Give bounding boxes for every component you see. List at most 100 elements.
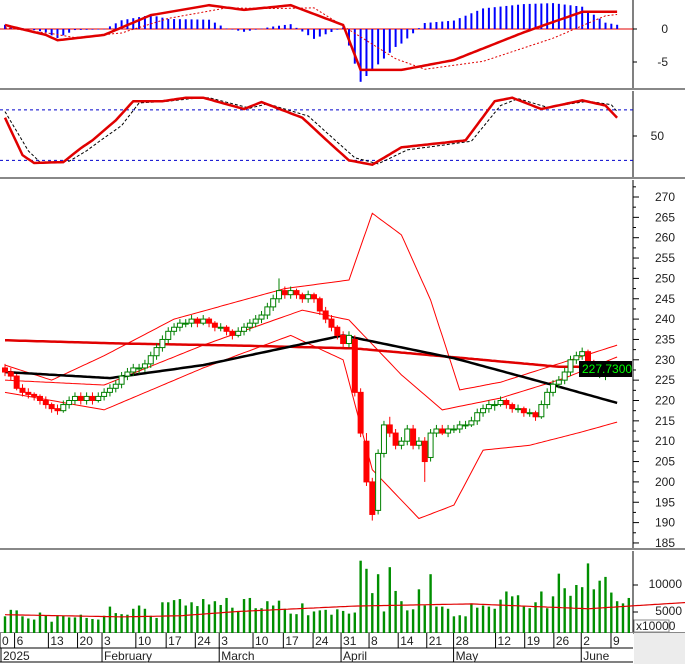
candle-body <box>544 391 551 406</box>
volume-bar <box>353 612 356 633</box>
price-panel: 185 190 195 200 205 210 215 220 225 230 235 240 245 2… <box>0 180 685 550</box>
candle-body <box>246 322 253 328</box>
candle <box>456 420 463 434</box>
candle <box>54 404 61 415</box>
candle-body <box>2 367 8 373</box>
candle-body <box>66 400 73 406</box>
candle <box>264 302 271 320</box>
candle <box>194 317 201 328</box>
volume-bar <box>21 616 24 633</box>
candle-body <box>124 371 131 377</box>
volume-bar <box>91 619 94 633</box>
candle <box>2 363 8 377</box>
candle-body <box>136 367 143 370</box>
candle <box>89 392 96 405</box>
candle-body <box>31 393 38 397</box>
volume-bar <box>15 610 18 633</box>
macd-panel: 0 -5 <box>0 0 685 90</box>
volume-bar <box>9 609 13 633</box>
last-price-text: 227.7300 <box>582 362 632 376</box>
candle <box>293 288 300 299</box>
volume-bar <box>522 606 526 633</box>
volume-bar <box>423 605 426 633</box>
volume-bar <box>3 616 7 633</box>
volume-bar <box>242 599 246 633</box>
candle-body <box>48 404 55 410</box>
volume-unit-box <box>633 619 670 633</box>
volume-bar <box>295 614 298 633</box>
candle <box>136 363 143 375</box>
price-tick-label: 240 <box>655 312 675 326</box>
volume-bar <box>470 603 473 633</box>
candle-body <box>520 408 527 414</box>
volume-bar <box>213 601 217 633</box>
candle-body <box>281 290 288 296</box>
candle <box>276 278 283 303</box>
volume-bar <box>505 591 508 633</box>
volume-bar <box>260 608 263 633</box>
candle <box>497 396 504 407</box>
month-label: March <box>221 649 254 663</box>
candle <box>369 477 376 521</box>
volume-bar <box>545 608 549 633</box>
candle-body <box>538 404 545 418</box>
price-tick-label: 190 <box>655 516 675 530</box>
volume-unit-label: x10000 <box>636 619 676 633</box>
date-tick-label: 13 <box>50 634 64 648</box>
candle-body <box>404 428 411 442</box>
candle <box>188 315 195 328</box>
candle <box>509 402 516 413</box>
volume-bar <box>73 617 77 633</box>
volume-bar <box>429 574 432 633</box>
date-tick-label: 10 <box>138 634 152 648</box>
price-tick-label: 250 <box>655 271 675 285</box>
bollinger-lower-band <box>4 334 618 520</box>
volume-bar <box>586 563 590 633</box>
candle <box>281 286 288 299</box>
volume-bar <box>499 599 502 633</box>
volume-bar <box>324 609 327 633</box>
price-tick-label: 255 <box>655 251 675 265</box>
candle-body <box>7 371 14 377</box>
candle <box>433 424 440 438</box>
candle <box>480 404 487 417</box>
date-tick-label: 9 <box>613 634 620 648</box>
volume-bar <box>481 605 485 633</box>
candle-body <box>235 330 242 336</box>
volume-bar <box>225 597 228 633</box>
stochastic-tick-label: 50 <box>651 129 665 143</box>
date-tick-label: 17 <box>285 634 299 648</box>
candle <box>229 329 236 340</box>
candle <box>427 428 434 462</box>
candle <box>310 292 317 303</box>
volume-bar <box>271 605 275 633</box>
date-tick-label: 31 <box>343 634 357 648</box>
candle-body <box>77 395 84 401</box>
candle-body <box>386 424 393 434</box>
candle <box>392 428 399 450</box>
candle <box>421 437 428 482</box>
candle <box>83 392 90 405</box>
volume-bar <box>219 604 222 633</box>
volume-bar <box>592 589 596 633</box>
volume-bar <box>557 573 561 633</box>
date-tick-label: 24 <box>315 634 329 648</box>
candle-body <box>369 481 376 515</box>
date-tick-label: 10 <box>255 634 269 648</box>
candle <box>445 424 452 438</box>
candle-body <box>334 326 341 336</box>
candle <box>246 319 253 332</box>
volume-bar <box>277 600 281 633</box>
volume-bar <box>155 617 158 633</box>
price-tick-label: 220 <box>655 394 675 408</box>
mid-moving-average <box>4 334 618 405</box>
candle-body <box>211 322 218 328</box>
stochastic-d-line <box>4 97 618 165</box>
volume-bar <box>493 608 496 633</box>
candle <box>147 351 154 368</box>
volume-bar <box>575 585 578 633</box>
candle-body <box>351 338 358 393</box>
candle <box>241 323 248 336</box>
volume-bar <box>347 613 351 633</box>
volume-bar <box>120 614 123 633</box>
